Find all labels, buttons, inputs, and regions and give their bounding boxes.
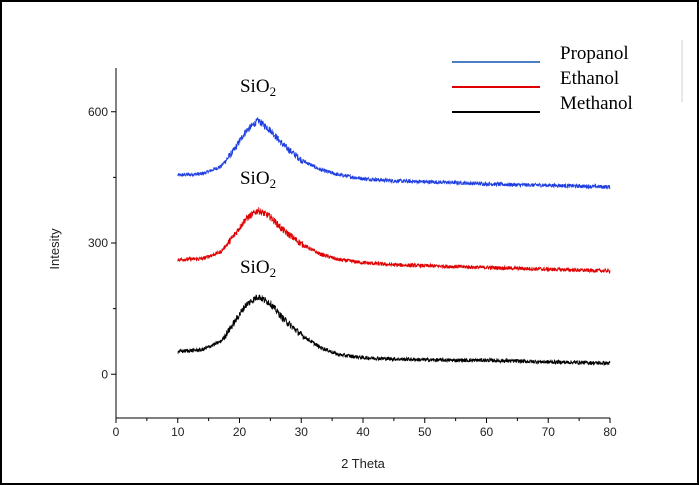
y-tick-label: 0	[101, 367, 108, 381]
plot-area	[177, 117, 611, 367]
legend-label-methanol: Methanol	[560, 93, 633, 114]
series-line-methanol	[177, 294, 611, 367]
peak-label-propanol: SiO2	[240, 76, 276, 99]
series-line-propanol	[177, 117, 611, 190]
x-tick-label: 70	[542, 425, 556, 439]
series-line-ethanol	[177, 207, 611, 275]
x-tick-label: 10	[171, 425, 185, 439]
legend-label-ethanol: Ethanol	[560, 68, 619, 89]
x-tick-label: 50	[418, 425, 432, 439]
x-tick-label: 0	[113, 425, 120, 439]
x-tick-label: 80	[603, 425, 617, 439]
peak-label-methanol: SiO2	[240, 257, 276, 280]
peak-label-ethanol: SiO2	[240, 168, 276, 191]
legend-label-propanol: Propanol	[560, 43, 629, 64]
peak-annotations: SiO2 SiO2 SiO2	[240, 76, 276, 280]
x-tick-label: 40	[356, 425, 370, 439]
legend: Propanol Ethanol Methanol	[452, 40, 683, 114]
axes: 0 10 20 30 40 50 60 70 80 0 300 600	[88, 68, 617, 439]
x-tick-label: 60	[480, 425, 494, 439]
x-axis-title: 2 Theta	[341, 456, 386, 471]
y-tick-label: 600	[88, 105, 108, 119]
x-tick-label: 30	[295, 425, 309, 439]
y-tick-label: 300	[88, 236, 108, 250]
x-tick-label: 20	[233, 425, 247, 439]
y-axis-title: Intesity	[47, 228, 62, 270]
